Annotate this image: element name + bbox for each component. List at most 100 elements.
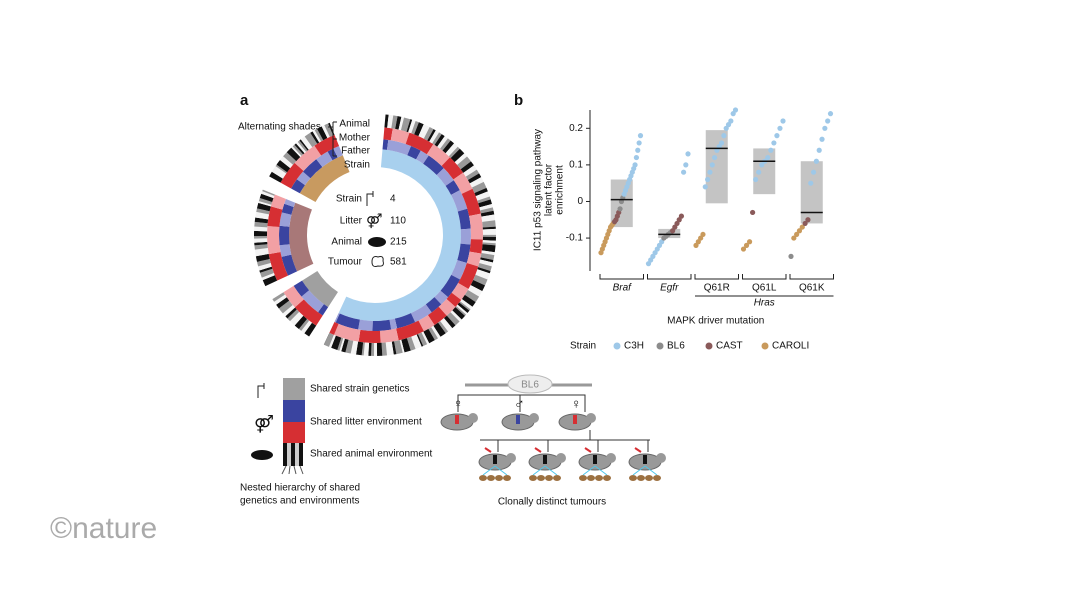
ring-segment (276, 297, 290, 309)
ring-segment (301, 290, 324, 313)
ring-segment (328, 334, 336, 348)
tumour (629, 475, 637, 481)
ring-segment (421, 331, 430, 345)
tumour (579, 475, 587, 481)
ring-segment (258, 201, 272, 207)
ring-segment (427, 306, 447, 326)
ring-segment (256, 202, 271, 212)
ring-segment (399, 339, 405, 353)
tumour-link (281, 465, 304, 475)
point (780, 118, 786, 124)
legend-text: Shared litter environment (310, 417, 422, 428)
ring-segment (316, 151, 333, 168)
y-axis-label: enrichment (555, 165, 566, 215)
y-tick-label: 0 (577, 196, 583, 207)
point (816, 147, 822, 153)
ring-segment (432, 132, 442, 145)
ring-segment (472, 181, 487, 193)
ring-segment (418, 124, 430, 139)
level-count: 110 (390, 216, 406, 227)
ring-segment (323, 332, 330, 345)
legend-label: CAROLI (772, 341, 809, 352)
ring-segment (296, 171, 311, 186)
ring-segment (381, 342, 387, 356)
ring-segment (291, 146, 302, 158)
ring-segment (396, 320, 424, 341)
tumour (645, 475, 653, 481)
ring-segment (443, 315, 456, 329)
litter-bar (283, 400, 305, 422)
x-tick-label: Q61K (799, 283, 825, 294)
ring-segment (294, 143, 305, 155)
ring-segment (281, 203, 294, 215)
ring-segment (302, 159, 323, 179)
level-label: Tumour (328, 257, 363, 268)
ring-segment (383, 127, 393, 141)
ring-segment (254, 221, 268, 228)
panel-label: a (240, 92, 249, 109)
icon (257, 383, 265, 398)
ring-segment (253, 230, 268, 237)
mouse-mark (543, 455, 547, 464)
mouse-mark (493, 455, 497, 464)
tumour (495, 475, 503, 481)
icon: ⚤ (366, 213, 382, 229)
ring-segment (262, 275, 278, 287)
ring-segment (431, 325, 441, 339)
ring-segment (256, 208, 270, 215)
ring-segment (446, 292, 462, 308)
point (788, 253, 794, 259)
ring-segment (387, 114, 394, 129)
point (718, 140, 725, 146)
ring-segment (299, 155, 350, 203)
ring-segment (482, 220, 496, 228)
point (721, 133, 727, 139)
ring-segment (481, 244, 496, 253)
icon: ⚤ (254, 414, 274, 433)
point (774, 133, 780, 139)
ring-segment (414, 122, 424, 137)
ring-segment (466, 251, 482, 267)
ring-segment (300, 136, 313, 150)
mouse-mark (593, 455, 597, 464)
tumour (479, 475, 487, 481)
ring-segment (423, 155, 444, 176)
ring-segment (329, 322, 339, 335)
mutation (484, 447, 492, 453)
ring-segment (451, 190, 468, 212)
x-tick-label: Braf (613, 283, 633, 294)
lineage (632, 465, 658, 476)
ring-segment (467, 285, 483, 297)
tumour (487, 475, 495, 481)
ring-segment (368, 342, 372, 356)
ring-segment (285, 307, 297, 319)
ring-segment (382, 139, 389, 150)
ring-segment (384, 114, 389, 128)
category-bracket (647, 274, 692, 280)
point (636, 140, 642, 146)
ring-segment (470, 279, 486, 292)
ring-segment (416, 150, 429, 164)
ring-segment (275, 164, 288, 174)
ring-segment (294, 145, 322, 171)
y-tick-label: 0.1 (569, 160, 583, 171)
ring-segment (416, 334, 424, 347)
ring-segment (418, 315, 435, 332)
ring-segment (281, 254, 298, 276)
ring-segment (480, 257, 494, 263)
center-key: Strain 4 Litter 110 ⚤ Animal 215 Tumour … (328, 191, 407, 268)
ring-segment (455, 306, 467, 316)
point (632, 162, 638, 168)
ring-segment (448, 146, 460, 158)
category-bracket (599, 274, 644, 280)
point (678, 213, 685, 219)
ring-segment (317, 304, 329, 316)
legend-swatch (656, 342, 664, 350)
legend-label: C3H (624, 341, 644, 352)
point (756, 169, 762, 175)
ring-segment (450, 310, 462, 322)
ring-segment (289, 202, 314, 272)
ring-segment (391, 115, 398, 129)
ring-segment (372, 319, 392, 331)
